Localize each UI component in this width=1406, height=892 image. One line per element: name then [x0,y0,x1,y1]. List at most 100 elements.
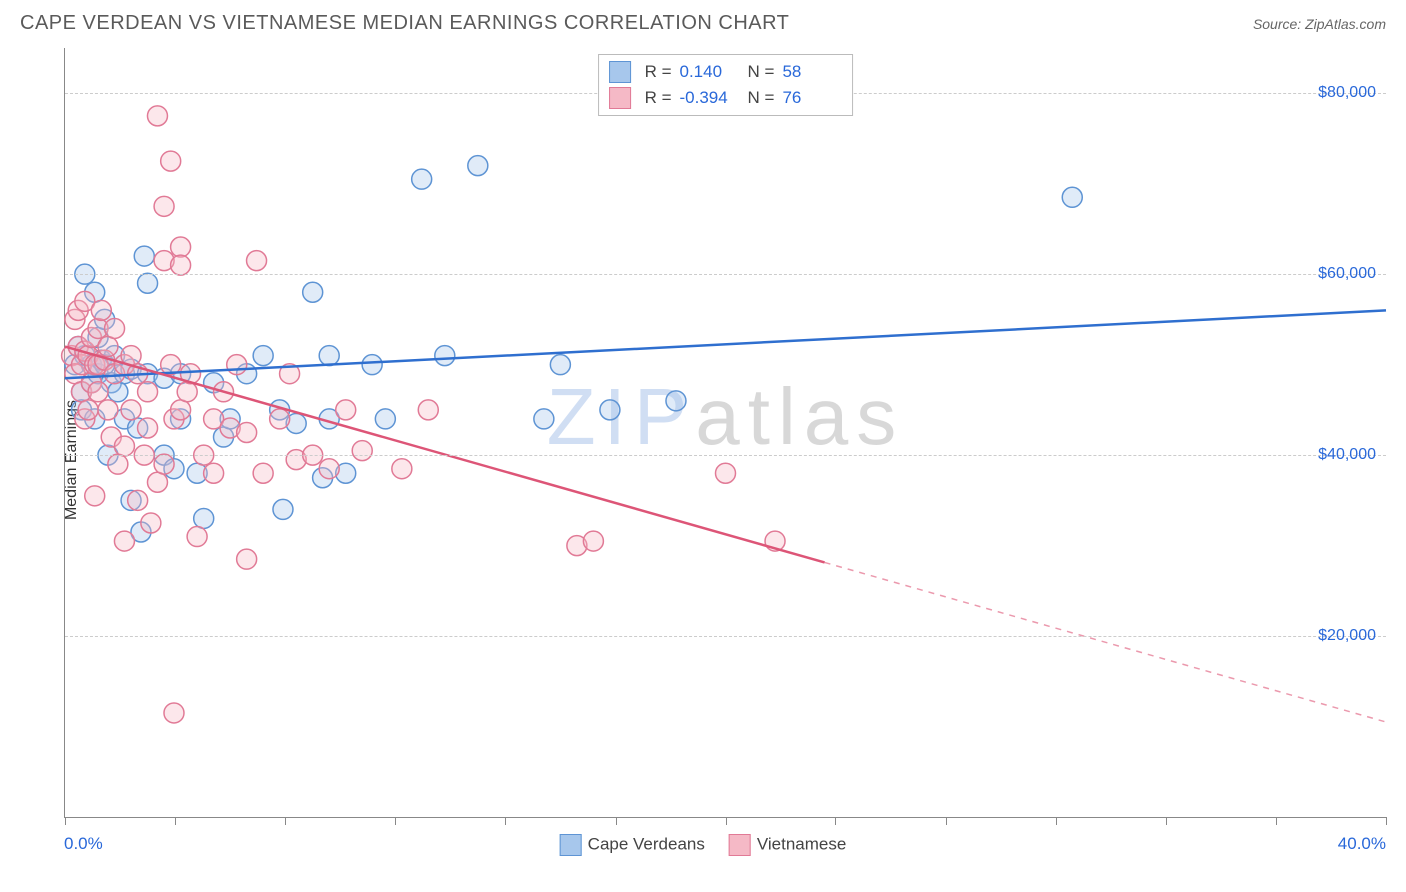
chart-title: CAPE VERDEAN VS VIETNAMESE MEDIAN EARNIN… [20,12,789,35]
x-tick [616,817,617,825]
scatter-point-cape_verdeans [375,409,395,429]
x-tick [175,817,176,825]
scatter-point-vietnamese [154,196,174,216]
x-tick [65,817,66,825]
source-name: ZipAtlas.com [1305,16,1386,32]
stat-row-cape_verdeans: R =0.140N =58 [609,59,843,85]
scatter-point-vietnamese [336,400,356,420]
plot-area: ZIPatlas R =0.140N =58R =-0.394N =76 $20… [64,48,1386,818]
stat-n-label: N = [748,88,775,108]
scatter-point-cape_verdeans [273,499,293,519]
scatter-point-vietnamese [171,237,191,257]
scatter-point-vietnamese [204,463,224,483]
x-tick [726,817,727,825]
scatter-point-vietnamese [138,382,158,402]
legend-swatch [560,834,582,856]
scatter-point-vietnamese [583,531,603,551]
scatter-point-cape_verdeans [550,355,570,375]
scatter-point-vietnamese [105,318,125,338]
correlation-legend: R =0.140N =58R =-0.394N =76 [598,54,854,116]
scatter-point-vietnamese [187,527,207,547]
scatter-point-cape_verdeans [666,391,686,411]
scatter-point-vietnamese [237,423,257,443]
scatter-point-cape_verdeans [253,346,273,366]
scatter-point-vietnamese [392,459,412,479]
scatter-point-vietnamese [247,251,267,271]
gridline-h [65,274,1386,275]
legend-item-cape_verdeans: Cape Verdeans [560,834,705,856]
scatter-point-vietnamese [177,382,197,402]
stat-row-vietnamese: R = -0.394 N = 76 [609,85,843,111]
scatter-point-vietnamese [319,459,339,479]
x-tick [946,817,947,825]
scatter-point-cape_verdeans [138,273,158,293]
scatter-point-vietnamese [418,400,438,420]
scatter-point-vietnamese [128,490,148,510]
stat-r-value: -0.394 [680,88,740,108]
y-tick-label: $80,000 [1318,84,1376,102]
scatter-point-cape_verdeans [435,346,455,366]
scatter-point-vietnamese [98,337,118,357]
stat-r-label: R = [645,88,672,108]
regression-line-extrapolated-vietnamese [825,562,1386,722]
chart-container: Median Earnings ZIPatlas R =0.140N =58R … [20,48,1386,872]
stat-r-label: R = [645,62,672,82]
x-axis-min: 0.0% [64,834,103,854]
regression-line-cape_verdeans [65,310,1386,378]
scatter-point-vietnamese [716,463,736,483]
scatter-point-cape_verdeans [600,400,620,420]
x-tick [285,817,286,825]
scatter-point-vietnamese [78,400,98,420]
scatter-point-vietnamese [147,106,167,126]
scatter-point-cape_verdeans [108,382,128,402]
x-tick [505,817,506,825]
x-tick [1166,817,1167,825]
y-tick-label: $40,000 [1318,446,1376,464]
scatter-point-cape_verdeans [534,409,554,429]
legend-swatch [609,87,631,109]
scatter-point-cape_verdeans [319,346,339,366]
legend-label: Cape Verdeans [588,834,705,853]
legend-label: Vietnamese [757,834,846,853]
y-tick-label: $20,000 [1318,627,1376,645]
scatter-point-vietnamese [121,400,141,420]
legend-swatch [609,61,631,83]
scatter-point-cape_verdeans [134,246,154,266]
scatter-point-vietnamese [141,513,161,533]
y-tick-label: $60,000 [1318,265,1376,283]
legend-item-vietnamese: Vietnamese [729,834,846,856]
scatter-point-vietnamese [171,255,191,275]
gridline-h [65,636,1386,637]
scatter-point-cape_verdeans [412,169,432,189]
scatter-point-cape_verdeans [1062,187,1082,207]
scatter-point-vietnamese [237,549,257,569]
scatter-point-vietnamese [85,486,105,506]
x-tick [1386,817,1387,825]
scatter-point-vietnamese [147,472,167,492]
x-axis-max: 40.0% [1338,834,1386,854]
scatter-point-vietnamese [227,355,247,375]
scatter-point-vietnamese [164,703,184,723]
x-tick [1056,817,1057,825]
scatter-point-vietnamese [108,454,128,474]
scatter-point-vietnamese [91,300,111,320]
x-tick [835,817,836,825]
source-prefix: Source: [1253,16,1305,32]
stat-n-value: 58 [782,62,842,82]
series-legend: Cape Verdeans Vietnamese [560,834,847,856]
scatter-point-cape_verdeans [194,508,214,528]
scatter-point-vietnamese [114,436,134,456]
scatter-point-vietnamese [161,151,181,171]
x-tick [1276,817,1277,825]
scatter-point-vietnamese [171,400,191,420]
x-tick [395,817,396,825]
chart-svg-layer [65,48,1386,817]
scatter-point-cape_verdeans [468,156,488,176]
scatter-point-vietnamese [154,454,174,474]
scatter-point-vietnamese [352,441,372,461]
stat-n-value: 76 [782,88,842,108]
legend-swatch [729,834,751,856]
scatter-point-cape_verdeans [362,355,382,375]
chart-header: CAPE VERDEAN VS VIETNAMESE MEDIAN EARNIN… [0,0,1406,43]
source-attribution: Source: ZipAtlas.com [1253,16,1386,32]
